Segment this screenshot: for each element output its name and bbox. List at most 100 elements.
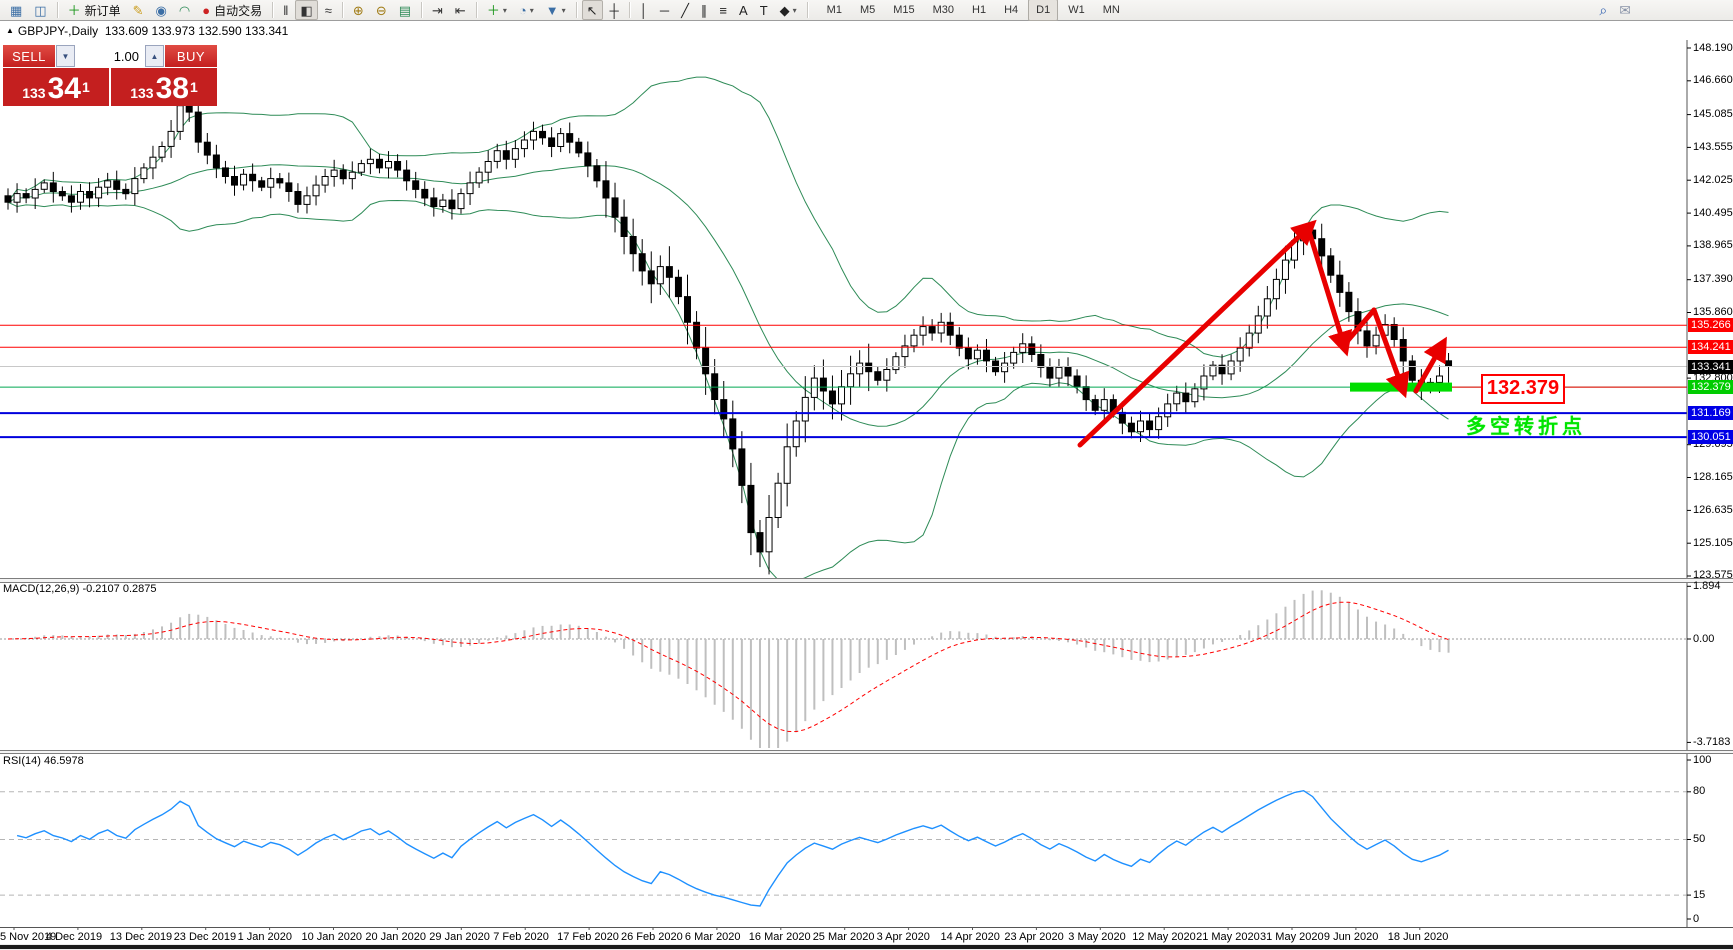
timeframe-h1-button[interactable]: H1	[972, 4, 987, 16]
chevron-down-icon[interactable]: ▾	[561, 5, 566, 15]
horizontal-line-button[interactable]: ─	[655, 0, 674, 20]
text-button[interactable]: A	[734, 0, 753, 20]
price-axis-label: 138.965	[1693, 239, 1733, 252]
crosshair-button[interactable]: ┼	[605, 0, 624, 20]
macd-axis-label: 0.00	[1693, 632, 1715, 645]
toolbar-separator	[475, 2, 477, 18]
price-axis-label: 128.165	[1693, 471, 1733, 484]
candlestick-chart-button[interactable]: ◧	[295, 0, 318, 20]
price-badge: 135.266	[1688, 318, 1733, 333]
date-axis-label: 26 Feb 2020	[621, 931, 683, 943]
new-order-button[interactable]: ＋新订单	[63, 0, 126, 20]
label-button[interactable]: T	[755, 0, 773, 20]
line-chart-button[interactable]: ≈	[320, 0, 337, 20]
rsi-axis-label: 0	[1693, 912, 1700, 925]
indicators-button[interactable]: ＋ ▾	[482, 0, 512, 20]
price-badge: 131.169	[1688, 406, 1733, 421]
profiles-button[interactable]: ◫	[29, 0, 51, 20]
trendline-button[interactable]: ╱	[676, 0, 694, 20]
date-axis-label: 10 Jan 2020	[301, 931, 363, 943]
fibonacci-button[interactable]: ≡	[714, 0, 732, 20]
date-axis-label: 23 Apr 2020	[1004, 931, 1064, 943]
sell-button[interactable]: SELL	[3, 45, 56, 67]
scrollbar-thumb[interactable]	[0, 945, 1733, 949]
bar-chart-button[interactable]: ‖	[278, 0, 293, 20]
autotrading-icon: ●	[202, 2, 211, 18]
price-axis-label: 140.495	[1693, 206, 1733, 219]
new-order-icon: ＋	[67, 2, 81, 18]
shapes-icon: ◆	[779, 2, 790, 18]
cursor-button[interactable]: ↖	[581, 0, 603, 20]
timeframe-m1-button[interactable]: M1	[826, 4, 842, 16]
timeframe-d1-button[interactable]: D1	[1028, 0, 1059, 21]
templates-button[interactable]: ▼ ▾	[541, 0, 571, 20]
chart-shift-icon: ⇥	[432, 2, 443, 18]
timeframe-h4-button[interactable]: H4	[1004, 4, 1019, 16]
zoom-in-button[interactable]: ⊕	[348, 0, 369, 20]
search-button[interactable]: ⌕	[1594, 0, 1612, 20]
text-icon: A	[739, 2, 748, 18]
auto-scroll-button[interactable]: ⇤	[450, 0, 471, 20]
price-axis-label: 146.660	[1693, 74, 1733, 87]
date-axis-label: 5 Nov 2019	[0, 931, 57, 943]
date-axis-label: 29 Jan 2020	[429, 931, 490, 943]
chevron-down-icon[interactable]: ▾	[792, 5, 797, 15]
buy-price-display[interactable]: 133 38 1	[111, 68, 217, 106]
horizontal-scrollbar[interactable]	[0, 944, 1733, 950]
price-axis-label: 125.105	[1693, 536, 1733, 549]
panel-separator[interactable]	[0, 750, 1733, 754]
timeframe-bar: M1 M5 M15 M30 H1 H4 D1 W1 MN	[818, 0, 1129, 21]
timeframe-m15-button[interactable]: M15	[893, 4, 915, 16]
one-click-trading-panel: SELL ▼ ▲ BUY 133 34 1 133 38 1	[3, 45, 217, 106]
panel-separator[interactable]	[0, 578, 1733, 583]
shapes-button[interactable]: ◆ ▾	[775, 0, 802, 20]
chevron-down-icon[interactable]: ▾	[529, 5, 534, 15]
date-axis-label: 16 Mar 2020	[748, 931, 811, 943]
turning-point-annotation[interactable]: 多空转折点	[1466, 416, 1586, 438]
sell-price-display[interactable]: 133 34 1	[3, 68, 109, 106]
indicators-icon: ＋	[486, 2, 500, 18]
timeframe-m5-button[interactable]: M5	[859, 4, 876, 16]
tile-windows-icon: ▤	[398, 2, 412, 18]
signals-icon: ◠	[178, 2, 191, 18]
buy-button[interactable]: BUY	[164, 45, 217, 67]
toolbar-separator	[341, 2, 343, 18]
signals-button[interactable]: ◠	[174, 0, 195, 20]
chat-button[interactable]: ✉	[1614, 0, 1636, 20]
timeframe-m30-button[interactable]: M30	[932, 4, 955, 16]
autotrading-button[interactable]: ● 自动交易	[197, 0, 267, 20]
price-axis-label: 126.635	[1693, 503, 1733, 516]
price-axis-label: 142.025	[1693, 173, 1733, 186]
sell-price-pips: 34	[47, 72, 81, 105]
periods-button[interactable]: ◔ ▾	[514, 0, 539, 20]
toolbar-separator	[421, 2, 423, 18]
tile-windows-button[interactable]: ▤	[394, 0, 416, 20]
date-axis-label: 1 Jan 2020	[237, 931, 293, 943]
price-badge: 132.379	[1688, 380, 1733, 395]
chart-ohlc-readout: 133.609 133.973 132.590 133.341	[104, 24, 289, 38]
bar-chart-icon: ‖	[283, 2, 289, 18]
templates-icon: ▼	[545, 2, 559, 18]
vertical-line-button[interactable]: │	[635, 0, 653, 20]
timeframe-w1-button[interactable]: W1	[1068, 4, 1085, 16]
volume-decrement-button[interactable]: ▼	[56, 45, 75, 67]
channel-button[interactable]: ∥	[696, 0, 713, 20]
new-chart-button[interactable]: ▦	[5, 0, 27, 20]
timeframe-mn-button[interactable]: MN	[1102, 4, 1120, 16]
mql5-community-button[interactable]: ◉	[151, 0, 172, 20]
price-axis-label: 123.575	[1693, 569, 1733, 582]
zoom-out-button[interactable]: ⊖	[371, 0, 392, 20]
volume-input[interactable]	[75, 45, 145, 67]
price-annotation-box[interactable]: 132.379	[1481, 374, 1565, 404]
periods-icon: ◔	[518, 2, 527, 18]
sell-price-figure: 133	[22, 85, 46, 101]
price-axis-label: 137.390	[1693, 273, 1733, 286]
price-axis-label: 148.190	[1693, 41, 1733, 54]
metaeditor-button[interactable]: ✎	[128, 0, 149, 20]
chevron-down-icon[interactable]: ▾	[502, 5, 507, 15]
chart-shift-button[interactable]: ⇥	[427, 0, 448, 20]
macd-indicator-label: MACD(12,26,9) -0.2107 0.2875	[3, 583, 157, 595]
volume-increment-button[interactable]: ▲	[145, 45, 164, 67]
crosshair-icon: ┼	[609, 2, 619, 18]
price-axis-label: 135.860	[1693, 305, 1733, 318]
